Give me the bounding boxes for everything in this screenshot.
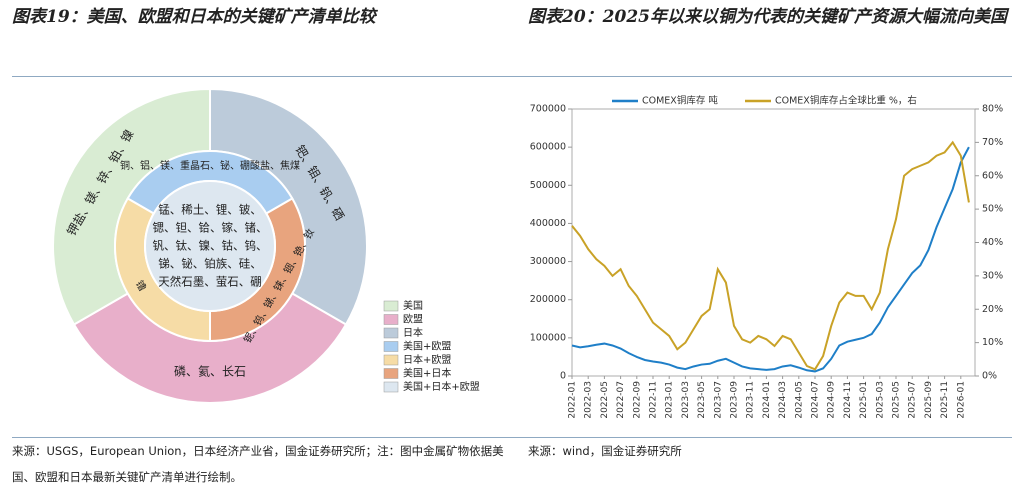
- series-line: [571, 146, 970, 373]
- x-tick-label: 2025-03: [875, 381, 885, 419]
- y2-tick-label: 0%: [982, 371, 997, 382]
- x-tick-label: 2025-11: [940, 381, 950, 419]
- center-label: 天然石墨、萤石、硼: [158, 275, 262, 289]
- legend-label: COMEX铜库存 吨: [642, 95, 718, 107]
- y2-tick-label: 10%: [982, 337, 1003, 348]
- segment-label: 铜、铝、镁、重晶石、铋、硼酸盐、焦煤: [120, 159, 300, 172]
- x-tick-label: 2025-01: [859, 381, 869, 419]
- y-tick-label: 500000: [530, 180, 566, 191]
- legend-swatch: [383, 381, 399, 393]
- x-tick-label: 2022-09: [632, 381, 642, 419]
- divider: [12, 76, 1012, 77]
- y2-tick-label: 30%: [982, 270, 1003, 281]
- center-label: 锰、稀土、锂、铍、: [158, 203, 262, 217]
- y-tick-label: 100000: [530, 332, 566, 343]
- y-tick-label: 200000: [530, 294, 566, 305]
- source-note: 来源：wind，国金证券研究所: [528, 444, 682, 458]
- x-tick-label: 2022-01: [568, 381, 578, 419]
- x-tick-label: 2023-07: [713, 381, 723, 419]
- x-tick-label: 2024-03: [778, 381, 788, 419]
- x-tick-label: 2022-07: [616, 381, 626, 419]
- legend-swatch: [383, 354, 399, 366]
- y-tick-label: 600000: [530, 142, 566, 153]
- x-tick-label: 2024-07: [811, 381, 821, 419]
- divider: [12, 437, 1012, 438]
- legend-label: 欧盟: [403, 314, 423, 326]
- legend-label: 美国: [403, 299, 423, 312]
- legend-swatch: [383, 314, 399, 325]
- x-tick-label: 2023-11: [746, 381, 756, 419]
- x-tick-label: 2026-01: [956, 381, 966, 419]
- legend-swatch: [383, 300, 399, 312]
- series-line: [571, 140, 970, 371]
- y-tick-label: 700000: [530, 104, 566, 115]
- legend-swatch: [383, 327, 399, 339]
- legend-label: 美国+日本+欧盟: [403, 380, 480, 393]
- x-tick-label: 2024-11: [843, 381, 853, 419]
- y2-tick-label: 60%: [982, 170, 1003, 181]
- legend-label: 美国+欧盟: [403, 340, 451, 353]
- y-tick-label: 0: [560, 371, 566, 382]
- x-tick-label: 2023-03: [681, 381, 691, 419]
- y-tick-label: 300000: [530, 256, 566, 267]
- center-label: 锶、钽、铪、镓、锗、: [153, 221, 268, 235]
- legend-label: 美国+日本: [403, 367, 451, 380]
- x-tick-label: 2025-07: [908, 381, 918, 419]
- x-tick-label: 2022-05: [600, 381, 610, 419]
- x-tick-label: 2023-05: [697, 381, 707, 419]
- chart-title: 图表19：美国、欧盟和日本的关键矿产清单比较: [12, 7, 376, 27]
- legend-label: COMEX铜库存占全球比重 %，右: [775, 95, 917, 107]
- y2-tick-label: 40%: [982, 237, 1003, 248]
- x-tick-label: 2025-05: [892, 381, 902, 419]
- x-tick-label: 2024-01: [762, 381, 772, 419]
- y2-tick-label: 50%: [982, 204, 1003, 215]
- y-tick-label: 400000: [530, 218, 566, 229]
- center-circle: [144, 180, 276, 312]
- segment-label: 磷、氦、长石: [174, 364, 246, 379]
- x-tick-label: 2024-05: [794, 381, 804, 419]
- x-tick-label: 2023-01: [665, 381, 675, 419]
- chart-title: 图表20：2025年以来以铜为代表的关键矿产资源大幅流向美国: [528, 7, 1007, 27]
- legend-swatch: [383, 341, 399, 352]
- legend-swatch: [383, 368, 399, 379]
- legend-label: 日本+欧盟: [403, 353, 451, 366]
- y2-tick-label: 70%: [982, 137, 1003, 148]
- x-tick-label: 2025-09: [924, 381, 934, 419]
- source-note: 来源：USGS，European Union，日本经济产业省，国金证券研究所；注…: [12, 444, 504, 484]
- y2-tick-label: 80%: [982, 104, 1003, 115]
- x-tick-label: 2023-09: [730, 381, 740, 419]
- legend-label: 日本: [403, 326, 423, 339]
- plot-frame: [571, 108, 976, 377]
- center-label: 锑、铋、铂族、硅、: [158, 257, 262, 271]
- x-tick-label: 2022-11: [649, 381, 659, 419]
- x-tick-label: 2024-09: [827, 381, 837, 419]
- y2-tick-label: 20%: [982, 304, 1003, 315]
- center-label: 钒、钛、镍、钴、钨、: [153, 239, 268, 253]
- x-tick-label: 2022-03: [584, 381, 594, 419]
